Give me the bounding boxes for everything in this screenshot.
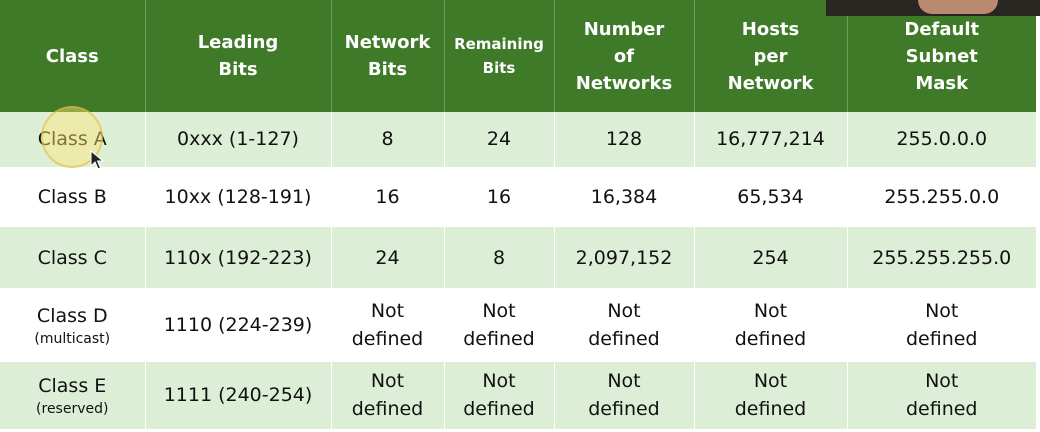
cell-hosts-per-network: 16,777,214 bbox=[694, 112, 848, 168]
cell-leading-bits: 1110 (224-239) bbox=[145, 288, 332, 362]
cell-hosts-per-network: Not defined bbox=[694, 361, 848, 430]
cell-hosts-per-network: 254 bbox=[694, 226, 848, 289]
cell-hosts-per-network: 65,534 bbox=[694, 167, 848, 227]
cell-network-bits: 8 bbox=[331, 112, 445, 168]
cell-network-bits: Not defined bbox=[331, 288, 445, 362]
cell-class-name: Class B bbox=[0, 167, 146, 227]
cell-subnet-mask: 255.255.0.0 bbox=[847, 167, 1036, 227]
header-remaining-bits: Remaining Bits bbox=[444, 0, 555, 112]
cell-number-of-networks: 128 bbox=[554, 112, 695, 168]
cell-remaining-bits: 24 bbox=[444, 112, 555, 168]
cell-class-name: Class E (reserved) bbox=[0, 361, 146, 430]
cell-number-of-networks: 2,097,152 bbox=[554, 226, 695, 289]
header-leading-bits: Leading Bits bbox=[145, 0, 332, 112]
header-class: Class bbox=[0, 0, 146, 112]
header-hosts-per-network: Hosts per Network bbox=[694, 0, 848, 112]
cell-hosts-per-network: Not defined bbox=[694, 288, 848, 362]
cell-leading-bits: 110x (192-223) bbox=[145, 226, 332, 289]
table-row: Class D (multicast) 1110 (224-239) Not d… bbox=[0, 288, 1036, 362]
class-note: (multicast) bbox=[34, 330, 111, 347]
cell-network-bits: 24 bbox=[331, 226, 445, 289]
webcam-overlay bbox=[826, 0, 1040, 16]
cell-leading-bits: 0xxx (1-127) bbox=[145, 112, 332, 168]
cell-number-of-networks: Not defined bbox=[554, 288, 695, 362]
table-row: Class C 110x (192-223) 24 8 2,097,152 25… bbox=[0, 226, 1036, 289]
cell-number-of-networks: Not defined bbox=[554, 361, 695, 430]
header-number-of-networks: Number of Networks bbox=[554, 0, 695, 112]
cell-class-name: Class D (multicast) bbox=[0, 288, 146, 362]
table-row: Class E (reserved) 1111 (240-254) Not de… bbox=[0, 361, 1036, 430]
cell-network-bits: Not defined bbox=[331, 361, 445, 430]
cell-network-bits: 16 bbox=[331, 167, 445, 227]
cell-subnet-mask: Not defined bbox=[847, 288, 1036, 362]
cell-class-name: Class C bbox=[0, 226, 146, 289]
cell-subnet-mask: Not defined bbox=[847, 361, 1036, 430]
header-default-subnet-mask: Default Subnet Mask bbox=[847, 0, 1036, 112]
cell-remaining-bits: Not defined bbox=[444, 288, 555, 362]
cell-number-of-networks: 16,384 bbox=[554, 167, 695, 227]
cell-subnet-mask: 255.255.255.0 bbox=[847, 226, 1036, 289]
cell-class-name: Class A bbox=[0, 112, 146, 168]
cell-remaining-bits: 16 bbox=[444, 167, 555, 227]
cell-subnet-mask: 255.0.0.0 bbox=[847, 112, 1036, 168]
cell-remaining-bits: Not defined bbox=[444, 361, 555, 430]
cell-leading-bits: 1111 (240-254) bbox=[145, 361, 332, 430]
table-row: Class A 0xxx (1-127) 8 24 128 16,777,214 bbox=[0, 112, 1036, 168]
class-note: (reserved) bbox=[36, 401, 109, 418]
cell-leading-bits: 10xx (128-191) bbox=[145, 167, 332, 227]
header-network-bits: Network Bits bbox=[331, 0, 445, 112]
table-row: Class B 10xx (128-191) 16 16 16,384 65,5… bbox=[0, 167, 1036, 227]
header-row: Class Leading Bits Network Bits Remainin… bbox=[0, 0, 1036, 112]
cell-remaining-bits: 8 bbox=[444, 226, 555, 289]
webcam-presenter bbox=[918, 0, 998, 14]
